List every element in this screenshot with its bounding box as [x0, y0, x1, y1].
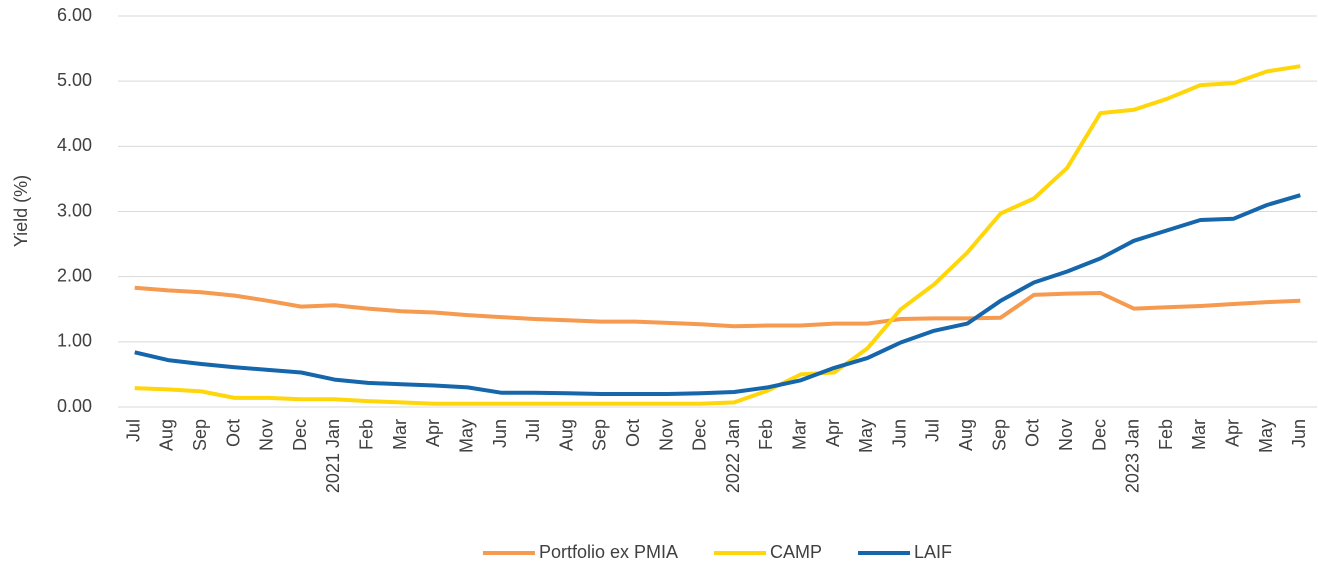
legend-label: LAIF	[914, 542, 952, 562]
series-line	[134, 64, 1301, 406]
legend-label: CAMP	[770, 542, 822, 562]
x-tick-label: 2021 Jan	[323, 419, 343, 493]
x-tick-label: Sep	[190, 419, 210, 451]
y-axis-label: Yield (%)	[11, 175, 31, 247]
legend-label: Portfolio ex PMIA	[539, 542, 678, 562]
y-tick-label: 6.00	[57, 5, 92, 25]
x-tick-label: Feb	[357, 419, 377, 450]
x-tick-label: Dec	[290, 419, 310, 451]
x-tick-label: Oct	[623, 419, 643, 447]
x-tick-label: Aug	[157, 419, 177, 451]
x-tick-label: May	[856, 419, 876, 453]
x-tick-label: Jul	[523, 419, 543, 442]
x-tick-label: 2022 Jan	[723, 419, 743, 493]
x-tick-label: Dec	[1089, 419, 1109, 451]
x-tick-label: Apr	[1222, 419, 1242, 447]
x-tick-label: Jun	[889, 419, 909, 448]
x-tick-label: Sep	[989, 419, 1009, 451]
x-tick-label: Oct	[223, 419, 243, 447]
x-tick-label: May	[456, 419, 476, 453]
x-tick-label: Feb	[756, 419, 776, 450]
x-tick-label: Mar	[790, 419, 810, 450]
x-tick-label: Nov	[257, 419, 277, 451]
x-tick-label: Mar	[390, 419, 410, 450]
series-line	[134, 285, 1301, 329]
y-tick-label: 5.00	[57, 70, 92, 90]
y-tick-label: 4.00	[57, 135, 92, 155]
y-tick-label: 2.00	[57, 265, 92, 285]
x-tick-label: Jun	[1289, 419, 1309, 448]
x-tick-label: Feb	[1156, 419, 1176, 450]
x-tick-label: Oct	[1023, 419, 1043, 447]
x-tick-label: Jun	[490, 419, 510, 448]
x-tick-label: 2023 Jan	[1123, 419, 1143, 493]
x-tick-label: Apr	[423, 419, 443, 447]
x-tick-label: Nov	[656, 419, 676, 451]
series-line	[134, 193, 1301, 396]
x-tick-label: Sep	[590, 419, 610, 451]
x-tick-label: Nov	[1056, 419, 1076, 451]
x-tick-label: Aug	[956, 419, 976, 451]
x-tick-label: Aug	[556, 419, 576, 451]
x-tick-label: Jul	[923, 419, 943, 442]
y-tick-label: 1.00	[57, 331, 92, 351]
x-tick-label: Dec	[690, 419, 710, 451]
x-tick-label: Mar	[1189, 419, 1209, 450]
x-tick-label: Jul	[123, 419, 143, 442]
y-tick-label: 0.00	[57, 396, 92, 416]
x-tick-label: Apr	[823, 419, 843, 447]
x-tick-label: May	[1256, 419, 1276, 453]
y-tick-label: 3.00	[57, 200, 92, 220]
